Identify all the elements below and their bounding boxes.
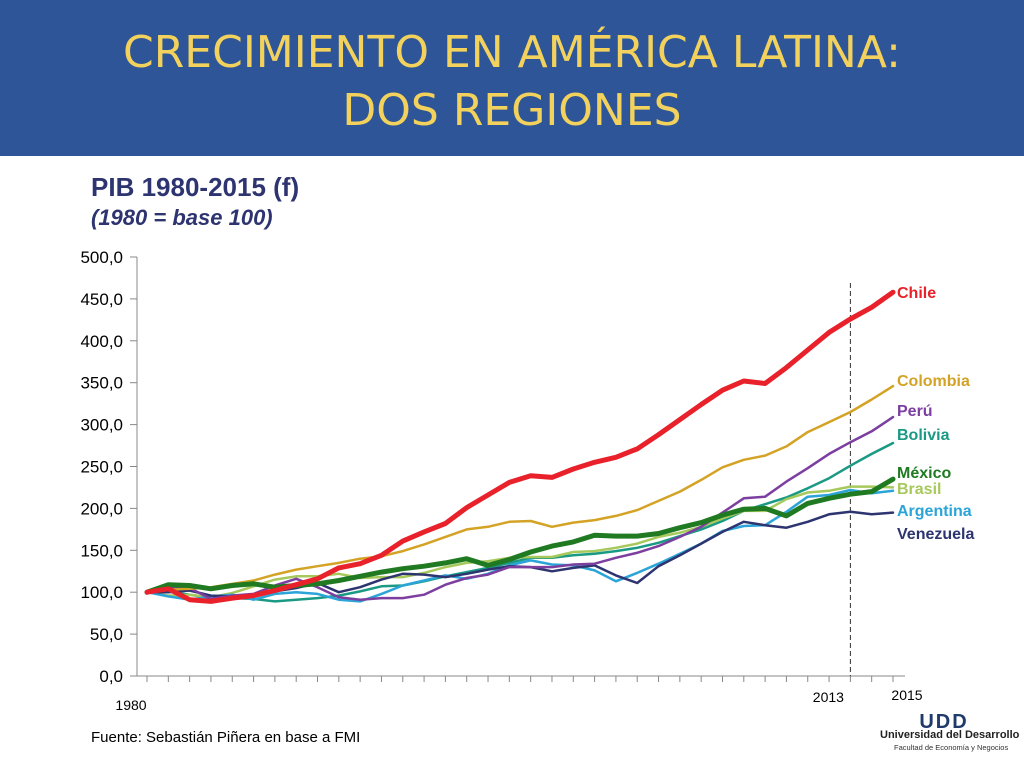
x-tick-label: 2015 bbox=[891, 687, 922, 703]
chart-axes: 0,0 50,0 100,0 150,0 200,0 250,0 300,0 350,0 400… bbox=[80, 248, 922, 713]
legend-label-colombia: Colombia bbox=[897, 373, 970, 390]
y-tick-label: 400,0 bbox=[80, 332, 123, 351]
y-tick-label: 250,0 bbox=[80, 458, 123, 477]
series-line-argentina bbox=[145, 488, 895, 603]
legend-label-perú: Perú bbox=[897, 403, 933, 420]
y-tick-label: 500,0 bbox=[80, 248, 123, 267]
logo-faculty-name: Facultad de Economía y Negocios bbox=[894, 743, 1009, 752]
y-tick-label: 150,0 bbox=[80, 541, 123, 560]
legend-label-argentina: Argentina bbox=[897, 503, 972, 520]
chart-subtitle: (1980 = base 100) bbox=[91, 205, 273, 230]
series-line-chile bbox=[144, 289, 896, 604]
udd-logo: UDD bbox=[919, 711, 968, 733]
y-tick-label: 350,0 bbox=[80, 374, 123, 393]
slide-title: CRECIMIENTO EN AMÉRICA LATINA: DOS REGIO… bbox=[0, 24, 1024, 140]
chart-title: PIB 1980-2015 (f) bbox=[91, 172, 300, 202]
slide-header bbox=[0, 0, 1024, 156]
x-tick-label: 2013 bbox=[813, 689, 844, 705]
series-line-brasil bbox=[145, 485, 895, 599]
legend-label-méxico: México bbox=[897, 465, 951, 482]
x-tick-label: 1980 bbox=[115, 697, 146, 713]
source-note: Fuente: Sebastián Piñera en base a FMI bbox=[91, 729, 361, 746]
logo-institution-name: Universidad del Desarrollo bbox=[880, 729, 1020, 741]
y-tick-label: 200,0 bbox=[80, 499, 123, 518]
legend-label-brasil: Brasil bbox=[897, 481, 941, 498]
y-tick-label: 300,0 bbox=[80, 416, 123, 435]
series-line-perú bbox=[145, 415, 895, 601]
y-tick-label: 100,0 bbox=[80, 583, 123, 602]
legend-label-chile: Chile bbox=[897, 285, 936, 302]
series-line-colombia bbox=[145, 384, 895, 594]
legend-label-venezuela: Venezuela bbox=[897, 526, 974, 543]
y-tick-label: 50,0 bbox=[90, 625, 123, 644]
y-tick-label: 0,0 bbox=[99, 667, 123, 686]
series-line-bolivia bbox=[145, 441, 895, 603]
chart-series bbox=[144, 289, 896, 604]
slide-title-line-1: CRECIMIENTO EN AMÉRICA LATINA: bbox=[123, 27, 901, 78]
legend-label-bolivia: Bolivia bbox=[897, 427, 950, 444]
udd-logo-mark: UDD bbox=[919, 711, 968, 733]
slide-title-line-2: DOS REGIONES bbox=[342, 85, 682, 136]
y-tick-label: 450,0 bbox=[80, 290, 123, 309]
series-line-méxico bbox=[144, 476, 896, 595]
